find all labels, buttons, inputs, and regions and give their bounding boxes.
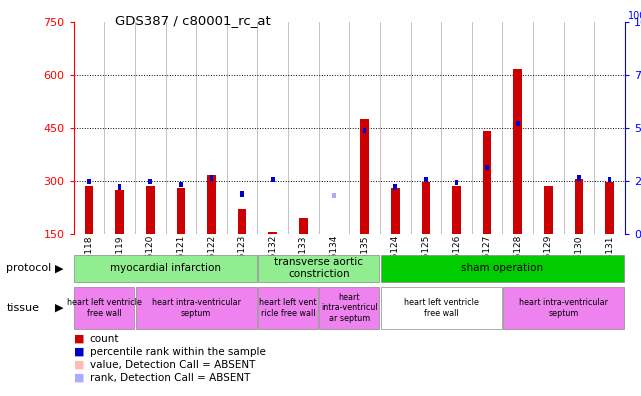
Bar [319,287,379,329]
Bar [453,186,461,234]
Bar [149,179,152,184]
Text: GDS387 / c80001_rc_at: GDS387 / c80001_rc_at [115,14,271,27]
Text: heart left vent
ricle free wall: heart left vent ricle free wall [260,298,317,318]
Bar [422,183,430,234]
Text: ■: ■ [74,360,84,370]
Text: heart left ventricle
free wall: heart left ventricle free wall [404,298,479,318]
Text: ■: ■ [74,333,84,344]
Bar [544,186,553,234]
Text: percentile rank within the sample: percentile rank within the sample [90,346,265,357]
Bar [210,175,213,181]
Text: ▶: ▶ [55,263,64,273]
Bar [575,179,583,234]
Text: ■: ■ [74,346,84,357]
Bar [454,180,458,185]
Bar [87,179,91,184]
Bar [74,255,257,282]
Text: value, Detection Call = ABSENT: value, Detection Call = ABSENT [90,360,255,370]
Bar [608,177,612,183]
Bar [177,188,185,234]
Bar [115,190,124,234]
Bar [391,188,399,234]
Bar [258,255,379,282]
Bar [258,287,318,329]
Text: rank, Detection Call = ABSENT: rank, Detection Call = ABSENT [90,373,250,383]
Bar [381,255,624,282]
Bar [240,191,244,196]
Text: tissue: tissue [6,303,39,313]
Text: heart intra-ventricular
septum: heart intra-ventricular septum [519,298,608,318]
Bar [485,165,489,170]
Bar [207,175,216,234]
Bar [136,287,257,329]
Text: transverse aortic
constriction: transverse aortic constriction [274,257,363,279]
Bar [269,232,277,234]
Bar [360,119,369,234]
Bar [513,69,522,234]
Bar [605,183,614,234]
Text: sham operation: sham operation [462,263,544,273]
Bar [394,184,397,190]
Bar [503,287,624,329]
Bar [332,193,336,198]
Bar [363,128,367,133]
Bar [179,182,183,187]
Text: ■: ■ [74,373,84,383]
Bar [381,287,502,329]
Bar [424,177,428,183]
Bar [74,287,135,329]
Bar [85,186,94,234]
Bar [577,175,581,181]
Text: ▶: ▶ [55,303,64,313]
Bar [483,131,492,234]
Bar [516,121,520,126]
Text: protocol: protocol [6,263,52,273]
Text: count: count [90,333,119,344]
Text: heart
intra-ventricul
ar septum: heart intra-ventricul ar septum [321,293,378,323]
Text: heart intra-ventricular
septum: heart intra-ventricular septum [152,298,241,318]
Bar [299,218,308,234]
Text: 100%: 100% [628,11,641,21]
Bar [271,177,274,183]
Text: heart left ventricle
free wall: heart left ventricle free wall [67,298,142,318]
Bar [238,209,246,234]
Text: myocardial infarction: myocardial infarction [110,263,221,273]
Bar [118,184,122,190]
Bar [146,186,154,234]
